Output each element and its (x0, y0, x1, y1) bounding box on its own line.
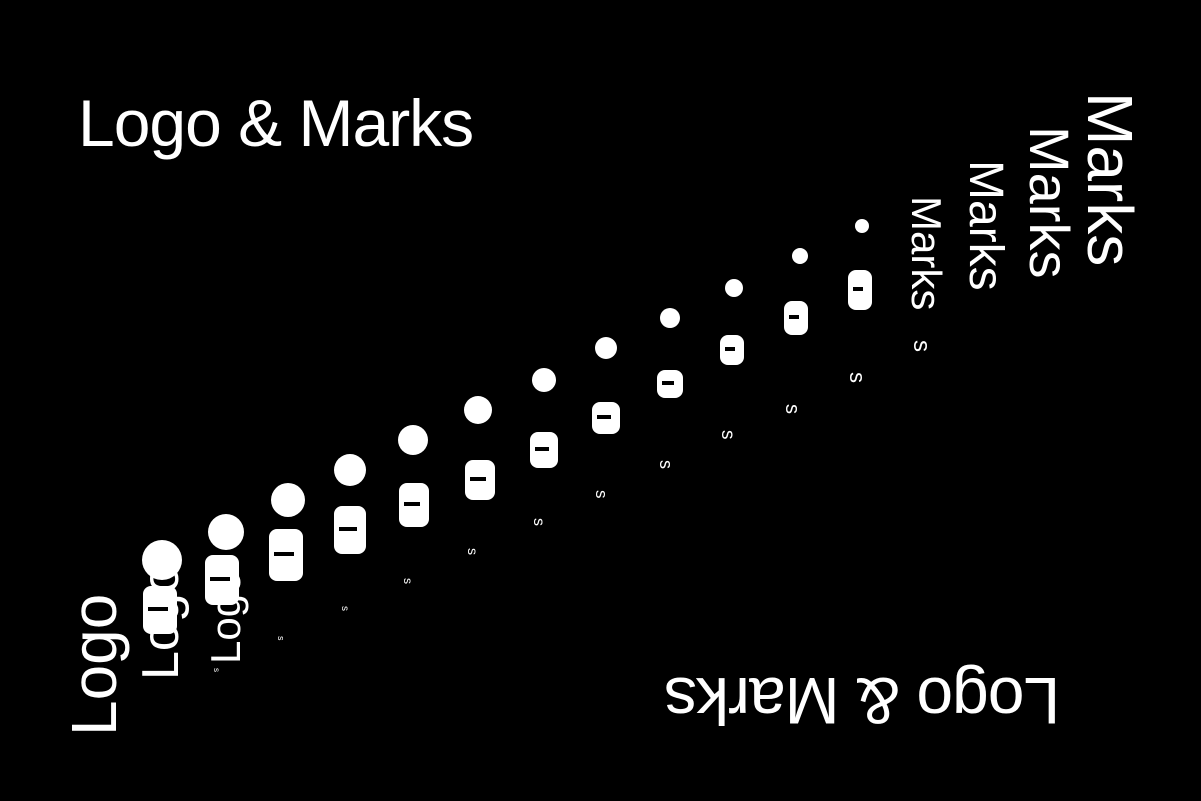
blob-trail (142, 219, 872, 634)
morph-dot (334, 454, 366, 486)
morph-dot (792, 248, 808, 264)
morph-dot (208, 514, 244, 550)
word-marks-rotated: Marks (1074, 92, 1146, 266)
morph-dot (595, 337, 617, 359)
letter-s-rotated: s (908, 340, 935, 352)
letter-s-rotated: s (592, 490, 611, 499)
morph-dot (660, 308, 680, 328)
morph-notch (404, 502, 420, 506)
word-marks-rotated: Marks (903, 196, 950, 310)
morph-notch (725, 347, 735, 351)
morph-dot (464, 396, 492, 424)
letter-trail: s s s s s s s s s s s s (212, 340, 935, 672)
morph-notch (597, 415, 611, 419)
word-logo-rotated: Logo (58, 594, 130, 736)
letter-s-rotated: s (339, 606, 350, 611)
morph-notch (789, 315, 799, 319)
morph-dot (855, 219, 869, 233)
letter-s-rotated: s (656, 460, 676, 469)
letter-s-rotated: s (530, 518, 547, 526)
morph-dot (532, 368, 556, 392)
morph-dot (271, 483, 305, 517)
letter-s-rotated: s (465, 548, 481, 555)
letter-s-rotated: s (276, 636, 286, 641)
letter-s-rotated: s (845, 372, 870, 383)
morph-notch (339, 527, 357, 531)
morph-notch (853, 287, 863, 291)
word-marks-rotated: Marks (1018, 126, 1081, 278)
morph-notch (470, 477, 486, 481)
morph-notch (148, 607, 168, 611)
morph-notch (210, 577, 230, 581)
title-top: Logo & Marks (78, 86, 474, 160)
letter-s-rotated: s (401, 578, 415, 584)
rotated-word-stack: LogoLogoLogoMarksMarksMarksMarks (58, 92, 1146, 736)
morph-notch (274, 552, 294, 556)
letter-s-rotated: s (781, 404, 803, 414)
letter-s-rotated: s (212, 668, 221, 672)
morph-notch (662, 381, 674, 385)
morph-dot (398, 425, 428, 455)
morph-dot (725, 279, 743, 297)
morph-dot (142, 540, 182, 580)
letter-s-rotated: s (717, 430, 738, 440)
word-marks-rotated: Marks (959, 160, 1012, 291)
morph-notch (535, 447, 549, 451)
